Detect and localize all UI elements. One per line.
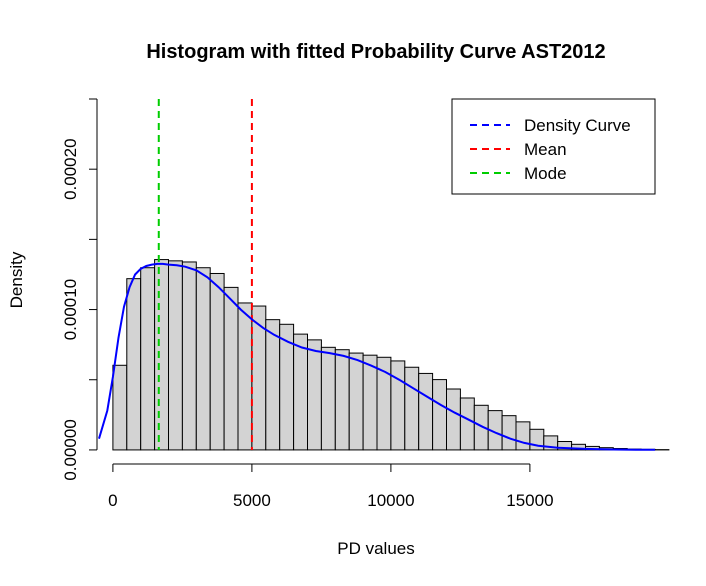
histogram-bar xyxy=(223,286,239,451)
histogram-bars xyxy=(112,259,670,451)
y-tick-label: 0.00010 xyxy=(61,279,80,340)
histogram-bar xyxy=(265,319,281,451)
histogram-bar xyxy=(237,302,253,451)
histogram-bar xyxy=(209,272,225,451)
legend-label-mean: Mean xyxy=(524,140,567,159)
histogram-bar xyxy=(334,349,350,451)
histogram-bar xyxy=(348,352,364,451)
x-axis: 0 5000 10000 15000 xyxy=(108,463,554,510)
x-tick-label: 5000 xyxy=(233,491,271,510)
density-curve xyxy=(98,262,655,451)
histogram-bar xyxy=(404,366,420,451)
histogram-bar xyxy=(320,346,336,451)
histogram-bar xyxy=(362,354,378,451)
histogram-bar xyxy=(140,267,156,451)
x-axis-label: PD values xyxy=(337,539,414,558)
histogram-bar xyxy=(432,379,448,451)
y-axis: 0.00000 0.00010 0.00020 xyxy=(61,98,98,481)
x-tick-label: 0 xyxy=(108,491,117,510)
x-tick-label: 10000 xyxy=(367,491,414,510)
chart-title: Histogram with fitted Probability Curve … xyxy=(146,41,605,63)
histogram-bar xyxy=(154,259,170,451)
reference-lines xyxy=(157,99,253,450)
histogram-bar xyxy=(195,267,211,451)
y-axis-label: Density xyxy=(7,251,26,308)
histogram-bar xyxy=(126,278,142,451)
histogram-bar xyxy=(501,415,517,451)
legend: Density Curve Mean Mode xyxy=(451,98,656,195)
y-tick-label: 0.00000 xyxy=(61,419,80,480)
histogram-bar xyxy=(112,364,128,451)
histogram-bar xyxy=(168,260,183,451)
histogram-bar xyxy=(293,333,309,451)
histogram-bar xyxy=(418,372,434,451)
x-tick-label: 15000 xyxy=(506,491,553,510)
histogram-bar xyxy=(459,397,475,451)
histogram-bar xyxy=(307,339,322,451)
legend-box xyxy=(451,98,656,195)
legend-label-mode: Mode xyxy=(524,164,567,183)
histogram-bar xyxy=(515,421,531,451)
histogram-bar xyxy=(390,360,406,451)
legend-label-density: Density Curve xyxy=(524,116,631,135)
y-tick-label: 0.00020 xyxy=(61,138,80,199)
histogram-bar xyxy=(446,388,461,451)
histogram-bar xyxy=(181,261,197,451)
